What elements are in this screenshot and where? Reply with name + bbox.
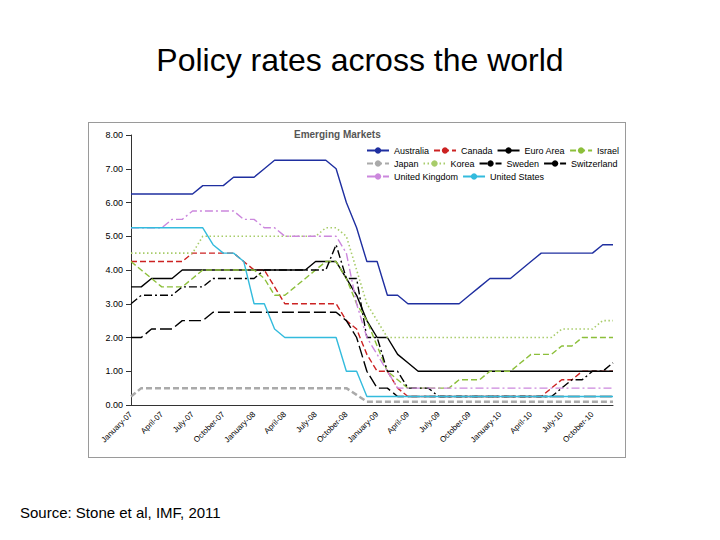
svg-text:United Kingdom: United Kingdom <box>394 172 458 182</box>
svg-text:January-09: January-09 <box>346 409 381 444</box>
svg-text:Emerging Markets: Emerging Markets <box>294 129 381 140</box>
svg-text:Sweden: Sweden <box>507 159 540 169</box>
svg-text:January-10: January-10 <box>469 409 504 444</box>
svg-text:July-07: July-07 <box>171 409 196 434</box>
svg-text:April-07: April-07 <box>139 409 165 435</box>
svg-text:July-08: July-08 <box>294 409 319 434</box>
svg-text:0.00: 0.00 <box>105 400 123 410</box>
svg-text:Korea: Korea <box>451 159 475 169</box>
svg-text:October-07: October-07 <box>192 409 227 444</box>
html-text:Source: Stone et al, IMF, 2011: Source: Stone et al, IMF, 2011 <box>20 504 221 521</box>
svg-text:April-09: April-09 <box>385 409 411 435</box>
svg-text:Euro Area: Euro Area <box>525 146 565 156</box>
svg-text:Israel: Israel <box>597 146 619 156</box>
svg-text:7.00: 7.00 <box>105 164 123 174</box>
svg-text:1.00: 1.00 <box>105 366 123 376</box>
html-text:Policy rates across the world: Policy rates across the world <box>156 42 564 78</box>
svg-text:Australia: Australia <box>394 146 429 156</box>
svg-text:8.00: 8.00 <box>105 130 123 140</box>
svg-text:Canada: Canada <box>461 146 493 156</box>
svg-text:October-08: October-08 <box>315 409 350 444</box>
svg-text:October-09: October-09 <box>438 409 473 444</box>
svg-text:January-07: January-07 <box>100 409 135 444</box>
svg-text:January-08: January-08 <box>223 409 258 444</box>
svg-text:United States: United States <box>490 172 545 182</box>
svg-text:April-10: April-10 <box>508 409 534 435</box>
svg-text:6.00: 6.00 <box>105 198 123 208</box>
svg-text:July-10: July-10 <box>540 409 565 434</box>
svg-text:July-09: July-09 <box>417 409 442 434</box>
svg-text:April-08: April-08 <box>262 409 288 435</box>
svg-text:4.00: 4.00 <box>105 265 123 275</box>
svg-text:2.00: 2.00 <box>105 333 123 343</box>
svg-text:October-10: October-10 <box>561 409 596 444</box>
svg-text:3.00: 3.00 <box>105 299 123 309</box>
svg-text:5.00: 5.00 <box>105 231 123 241</box>
svg-text:Japan: Japan <box>394 159 419 169</box>
svg-text:Switzerland: Switzerland <box>571 159 618 169</box>
